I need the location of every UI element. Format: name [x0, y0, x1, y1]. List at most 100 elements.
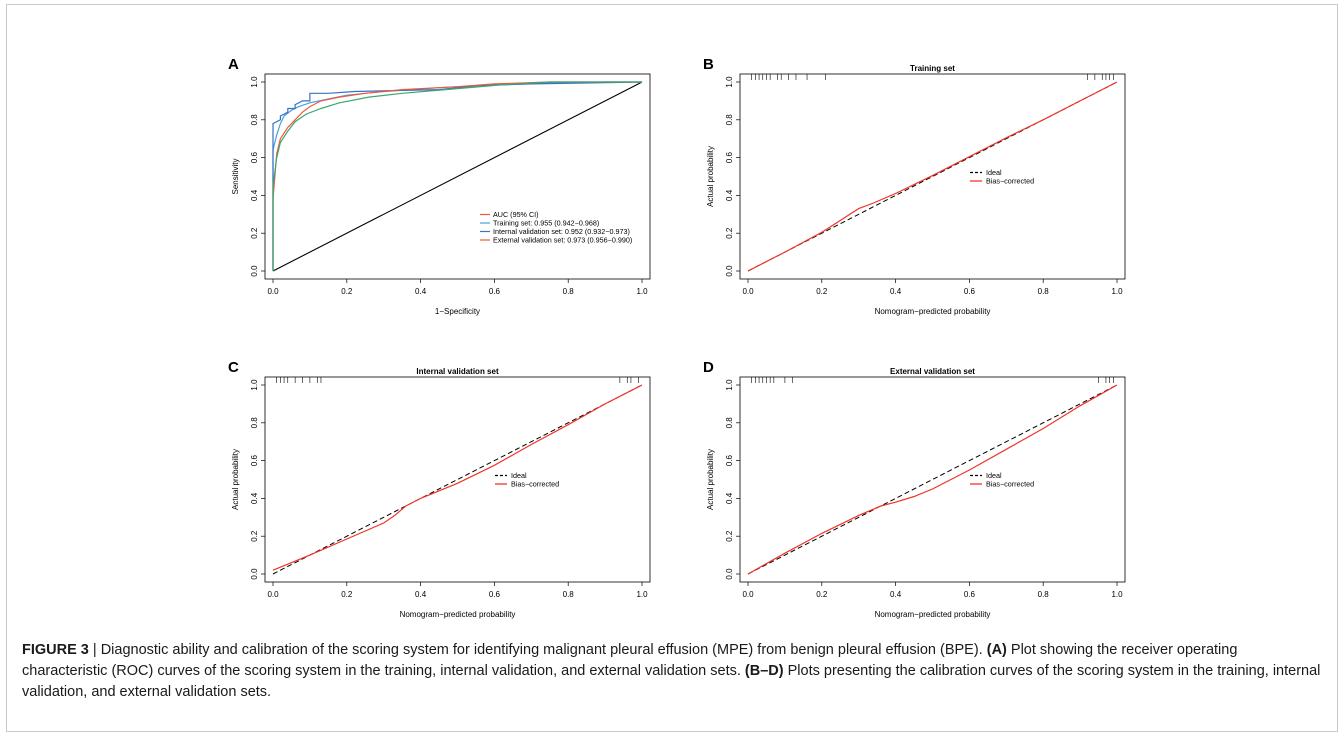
chart-c-y-tick-label: 0.6 [250, 454, 259, 466]
chart-b-plot-frame [739, 73, 1126, 280]
chart-d-x-tick-label: 0.4 [890, 590, 902, 599]
chart-c-y-axis-label: Actual probability [231, 449, 240, 510]
chart-a-x-axis-label: 1−Specificity [435, 307, 480, 316]
chart-a-y-tick-label: 0.6 [250, 151, 259, 163]
chart-a-x-tick-label: 1.0 [636, 287, 648, 296]
chart-c-x-axis-label: Nomogram−predicted probability [400, 610, 516, 619]
chart-b-series-line-1 [747, 81, 1118, 272]
caption-ref-a: (A) [986, 642, 1007, 658]
chart-a-legend-label: Internal validation set: 0.952 (0.932−0.… [493, 227, 630, 236]
figure-frame [6, 4, 1338, 732]
chart-c-y-tick-label: 0.4 [250, 492, 259, 504]
chart-d-series-line-0 [747, 384, 1118, 575]
chart-c-x-tick-label: 0.6 [489, 590, 501, 599]
chart-b-y-tick-label: 0.6 [725, 151, 734, 163]
chart-c-x-tick-label: 0.8 [563, 590, 575, 599]
chart-a-x-tick-label: 0.0 [267, 287, 279, 296]
panel-letter-b: B [703, 56, 714, 73]
chart-d-x-tick-label: 0.8 [1038, 590, 1050, 599]
chart-c-x-tick-label: 0.0 [267, 590, 279, 599]
chart-a-series-line-3 [272, 81, 642, 271]
chart-b-x-tick-label: 0.6 [964, 287, 976, 296]
chart-d-y-axis-label: Actual probability [706, 449, 715, 510]
chart-c-x-tick-label: 0.2 [341, 590, 353, 599]
chart-a-x-tick-label: 0.8 [563, 287, 575, 296]
chart-b-legend-label: Ideal [986, 168, 1002, 177]
chart-b-y-tick-label: 0.0 [725, 265, 734, 277]
chart-d-y-tick-label: 0.4 [725, 492, 734, 504]
chart-a-legend-label: Training set: 0.955 (0.942−0.968) [493, 219, 599, 228]
chart-b-legend-label: Bias−corrected [986, 177, 1034, 186]
chart-b-x-axis-label: Nomogram−predicted probability [875, 307, 991, 316]
chart-d-x-axis-label: Nomogram−predicted probability [875, 610, 991, 619]
chart-d-plot-frame [739, 376, 1126, 583]
chart-b-y-tick-label: 0.2 [725, 227, 734, 239]
chart-d-y-tick-label: 0.0 [725, 568, 734, 580]
chart-c-series-line-0 [272, 384, 643, 575]
chart-c-y-tick-label: 0.2 [250, 530, 259, 542]
chart-d-title: External validation set [890, 367, 975, 376]
chart-a-y-tick-label: 0.2 [250, 227, 259, 239]
chart-a-series-line-1 [272, 81, 643, 271]
chart-d-x-tick-label: 0.6 [964, 590, 976, 599]
chart-a-y-tick-label: 0.4 [250, 189, 259, 201]
chart-a-legend-title: AUC (95% CI) [493, 210, 539, 219]
chart-d-y-tick-label: 1.0 [725, 379, 734, 391]
panel-letter-c: C [228, 359, 239, 376]
chart-b-x-tick-label: 0.2 [816, 287, 828, 296]
panel-a-roc: A 0.0 0.2 0.4 0.6 0.8 1.0 0.0 0.2 0.4 0.6 0.8 1.0 1−… [225, 56, 665, 327]
calibration-chart-external: External validation set 0.0 0.2 0.4 0.6 0.8 1.… [706, 367, 1126, 619]
chart-c-y-tick-label: 0.0 [250, 568, 259, 580]
chart-b-x-tick-label: 1.0 [1111, 287, 1123, 296]
chart-c-legend-label: Ideal [511, 471, 527, 480]
chart-a-reference-diagonal [272, 81, 643, 272]
chart-d-y-tick-label: 0.6 [725, 454, 734, 466]
chart-d-series-line-1 [747, 384, 1118, 575]
panel-letter-d: D [703, 359, 714, 376]
chart-b-x-tick-label: 0.0 [742, 287, 754, 296]
chart-a-legend-label: External validation set: 0.973 (0.956−0.… [493, 236, 632, 245]
chart-b-y-tick-label: 0.4 [725, 189, 734, 201]
roc-chart: 0.0 0.2 0.4 0.6 0.8 1.0 0.0 0.2 0.4 0.6 0.8 1.0 1−Sp… [231, 73, 651, 316]
chart-b-title: Training set [910, 64, 955, 73]
chart-d-x-tick-label: 1.0 [1111, 590, 1123, 599]
chart-b-x-tick-label: 0.8 [1038, 287, 1050, 296]
chart-d-y-tick-label: 0.8 [725, 417, 734, 429]
chart-c-y-tick-label: 1.0 [250, 379, 259, 391]
chart-a-y-tick-label: 0.0 [250, 265, 259, 277]
chart-a-x-tick-label: 0.4 [415, 287, 427, 296]
chart-a-y-tick-label: 1.0 [250, 76, 259, 88]
caption-text-1: Diagnostic ability and calibration of th… [100, 642, 987, 658]
caption-ref-bd: (B–D) [744, 663, 784, 679]
chart-d-y-tick-label: 0.2 [725, 530, 734, 542]
calibration-chart-internal: Internal validation set 0.0 0.2 0.4 0.6 0.8 1.… [231, 367, 651, 619]
caption-separator: | [88, 642, 101, 658]
chart-b-y-tick-label: 1.0 [725, 76, 734, 88]
chart-c-legend-label: Bias−corrected [511, 480, 559, 489]
panel-b-calibration: B Training set 0.0 0.2 0.4 0.6 0.8 1.0 0.0 0.2 0.… [700, 56, 1140, 327]
caption-text-2: Plot showing the receiver operating char… [22, 642, 1238, 679]
calibration-chart-training: Training set 0.0 0.2 0.4 0.6 0.8 1.0 0.0 0.2 0.4 0… [706, 64, 1126, 316]
chart-d-x-tick-label: 0.0 [742, 590, 754, 599]
panel-letter-a: A [228, 56, 239, 73]
chart-b-x-tick-label: 0.4 [890, 287, 902, 296]
chart-c-x-tick-label: 1.0 [636, 590, 648, 599]
chart-c-series-line-1 [272, 384, 643, 571]
chart-a-x-tick-label: 0.6 [489, 287, 501, 296]
panel-c-calibration: C Internal validation set 0.0 0.2 0.4 0.6 0.8… [225, 359, 665, 630]
chart-d-x-tick-label: 0.2 [816, 590, 828, 599]
chart-b-y-tick-label: 0.8 [725, 114, 734, 126]
chart-c-plot-frame [264, 376, 651, 583]
chart-a-x-tick-label: 0.2 [341, 287, 353, 296]
chart-a-plot-frame [264, 73, 651, 280]
chart-c-y-tick-label: 0.8 [250, 417, 259, 429]
chart-a-y-tick-label: 0.8 [250, 114, 259, 126]
chart-a-y-axis-label: Sensitivity [231, 158, 240, 194]
chart-b-y-axis-label: Actual probability [706, 146, 715, 207]
panel-d-calibration: D External validation set 0.0 0.2 0.4 0.6 0.8… [700, 359, 1140, 630]
caption-figure-label: FIGURE 3 [22, 642, 89, 658]
chart-d-legend-label: Ideal [986, 471, 1002, 480]
figure-caption: FIGURE 3 | Diagnostic ability and calibr… [22, 640, 1322, 703]
chart-c-title: Internal validation set [416, 367, 499, 376]
chart-d-legend-label: Bias−corrected [986, 480, 1034, 489]
